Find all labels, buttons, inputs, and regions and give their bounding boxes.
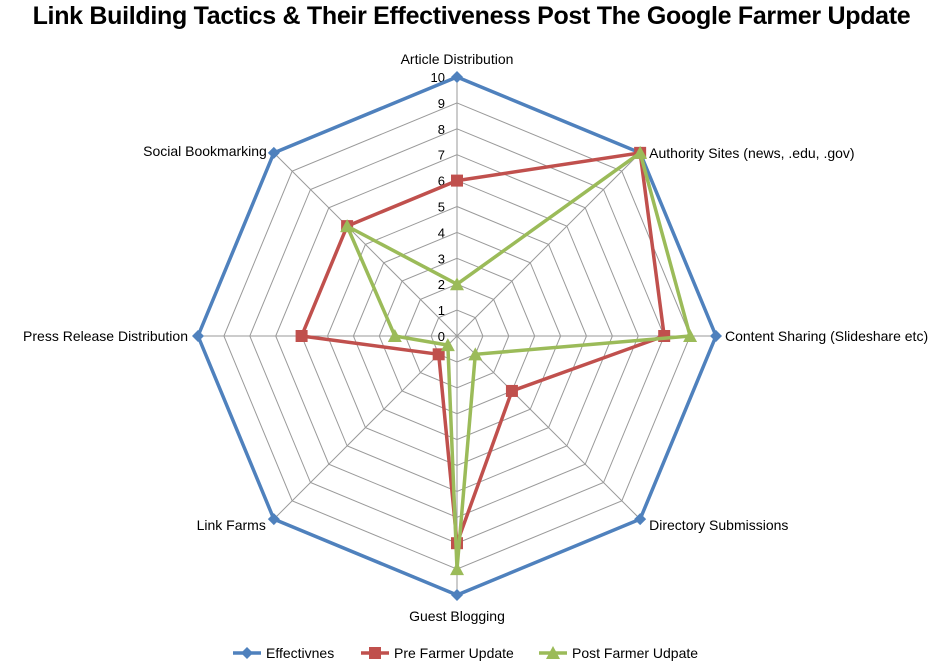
category-label-press-release-distribution: Press Release Distribution [23, 328, 188, 344]
point-pre-farmer-update-press-release-distribution [295, 330, 308, 342]
tick-label-4: 4 [438, 225, 445, 240]
spoke-link-farms [273, 335, 458, 520]
tick-label-3: 3 [438, 251, 445, 266]
point-post-farmer-udpate-authority-sites-news-edu-gov [633, 145, 648, 159]
category-label-guest-blogging: Guest Blogging [409, 608, 505, 624]
point-post-farmer-udpate-social-bookmarking [340, 219, 355, 233]
legend-label-effectivnes: Effectivnes [266, 645, 334, 661]
legend-marker-pre-farmer-update [369, 647, 381, 659]
point-effectivnes-directory-submissions [634, 513, 647, 526]
point-pre-farmer-update-link-farms [432, 348, 445, 361]
point-post-farmer-udpate-guest-blogging [450, 562, 464, 576]
tick-label-5: 5 [438, 200, 445, 215]
point-post-farmer-udpate-content-sharing-slideshare-etc [683, 329, 698, 342]
legend-label-pre-farmer-update: Pre Farmer Update [394, 645, 514, 661]
point-effectivnes-article-distribution [451, 71, 463, 83]
point-post-farmer-udpate-link-farms [440, 338, 455, 352]
point-post-farmer-udpate-directory-submissions [468, 347, 483, 361]
spoke-directory-submissions [456, 335, 641, 520]
point-post-farmer-udpate-article-distribution [450, 277, 464, 291]
point-pre-farmer-update-article-distribution [451, 174, 463, 187]
category-label-article-distribution: Article Distribution [401, 51, 514, 67]
tick-label-9: 9 [438, 96, 445, 111]
point-effectivnes-social-bookmarking [267, 146, 280, 159]
legend-marker-effectivnes [241, 647, 253, 659]
spoke-social-bookmarking [273, 152, 458, 337]
point-pre-farmer-update-directory-submissions [505, 384, 518, 397]
tick-label-2: 2 [438, 277, 445, 292]
category-label-link-farms: Link Farms [197, 517, 266, 533]
point-effectivnes-link-farms [267, 513, 280, 526]
category-label-content-sharing-slideshare-etc: Content Sharing (Slideshare etc) [725, 328, 928, 344]
tick-label-6: 6 [438, 174, 445, 189]
spoke-authority-sites-news-edu-gov [456, 152, 641, 337]
point-post-farmer-udpate-press-release-distribution [387, 329, 402, 342]
legend-label-post-farmer-udpate: Post Farmer Udpate [572, 645, 698, 661]
chart-title: Link Building Tactics & Their Effectiven… [32, 2, 911, 30]
tick-label-1: 1 [438, 303, 445, 318]
point-effectivnes-content-sharing-slideshare-etc [710, 330, 722, 342]
legend-marker-post-farmer-udpate [546, 646, 560, 659]
tick-label-8: 8 [438, 122, 445, 137]
tick-label-10: 10 [431, 70, 445, 85]
tick-label-0: 0 [438, 329, 445, 344]
category-label-directory-submissions: Directory Submissions [649, 517, 788, 533]
category-label-authority-sites-news-edu-gov: Authority Sites (news, .edu, .gov) [649, 145, 854, 161]
point-effectivnes-guest-blogging [451, 589, 463, 601]
point-effectivnes-press-release-distribution [192, 330, 204, 342]
category-label-social-bookmarking: Social Bookmarking [143, 143, 267, 159]
series-line-pre-farmer-update [299, 151, 666, 545]
series-line-post-farmer-udpate [345, 151, 692, 571]
tick-label-7: 7 [438, 148, 445, 163]
